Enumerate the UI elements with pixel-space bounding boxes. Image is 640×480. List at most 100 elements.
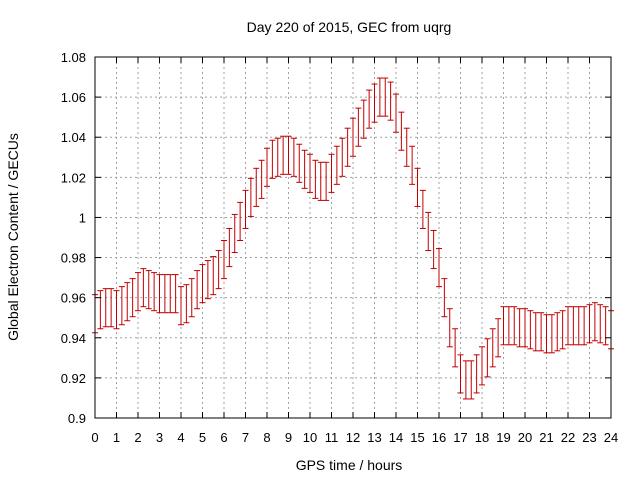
data-point	[403, 127, 410, 167]
data-point	[172, 274, 179, 314]
data-point	[215, 250, 222, 290]
data-point	[355, 107, 362, 147]
data-point	[602, 306, 609, 346]
data-point	[317, 161, 324, 201]
data-point	[204, 260, 211, 300]
data-point	[194, 270, 201, 310]
data-point	[430, 229, 437, 270]
data-point	[419, 189, 426, 229]
y-tick-label: 1	[79, 210, 86, 225]
data-point	[296, 143, 303, 183]
data-point	[597, 304, 604, 344]
x-tick-label: 17	[453, 430, 467, 445]
data-point	[188, 278, 195, 318]
data-point	[538, 312, 545, 352]
data-point	[436, 248, 442, 288]
data-point	[253, 167, 260, 207]
y-axis-label: Global Electron Content / GECUs	[5, 133, 21, 341]
data-point	[113, 290, 120, 330]
data-point	[199, 264, 206, 304]
data-point	[462, 360, 469, 400]
x-tick-label: 14	[389, 430, 403, 445]
data-point	[350, 117, 356, 157]
data-point	[247, 177, 254, 217]
data-point	[516, 308, 523, 348]
data-point	[559, 310, 566, 350]
grid-lines	[95, 57, 611, 418]
data-point	[151, 272, 158, 312]
data-point	[570, 306, 577, 346]
data-point	[140, 268, 147, 308]
data-point	[441, 278, 448, 318]
data-point	[393, 93, 399, 133]
data-point	[543, 314, 550, 354]
data-point	[522, 308, 528, 348]
x-tick-label: 1	[113, 430, 120, 445]
x-tick-label: 12	[346, 430, 360, 445]
data-point	[554, 312, 561, 352]
x-tick-label: 20	[518, 430, 532, 445]
y-tick-label: 0.92	[61, 371, 86, 386]
x-tick-label: 9	[285, 430, 292, 445]
data-point	[457, 354, 464, 394]
data-point	[468, 360, 475, 400]
data-point	[505, 306, 512, 346]
data-point	[489, 328, 496, 368]
data-point	[500, 306, 507, 346]
x-tick-labels: 0 1 2 3 4 5 6 7 8 9 10 11 12 13 14 15 16 17 18 19 20 21 22 23 24	[91, 430, 618, 445]
data-point	[269, 139, 276, 179]
y-tick-labels: 0.9 0.92 0.94 0.96 0.98 1 1.02 1.04 1.06 1.08	[61, 50, 86, 426]
data-point	[118, 286, 125, 326]
data-point	[414, 167, 421, 207]
x-tick-label: 6	[220, 430, 227, 445]
chart-title: Day 220 of 2015, GEC from uqrg	[247, 19, 452, 35]
x-tick-label: 23	[582, 430, 596, 445]
data-point	[339, 137, 346, 177]
x-tick-label: 13	[367, 430, 381, 445]
axis-ticks	[94, 56, 612, 419]
data-point	[398, 111, 405, 151]
data-point	[495, 318, 502, 358]
x-tick-label: 22	[561, 430, 575, 445]
y-tick-label: 0.96	[61, 291, 86, 306]
data-point	[221, 240, 227, 280]
x-tick-label: 5	[199, 430, 206, 445]
data-point	[425, 211, 432, 252]
data-point	[280, 135, 287, 175]
data-point	[371, 83, 378, 123]
y-tick-label: 0.98	[61, 251, 86, 266]
data-point	[167, 274, 174, 314]
data-point	[258, 159, 265, 199]
x-tick-label: 18	[475, 430, 489, 445]
x-tick-label: 7	[242, 430, 249, 445]
data-point	[333, 145, 340, 185]
data-point	[591, 302, 598, 342]
data-point	[479, 346, 485, 386]
data-point	[527, 310, 534, 350]
data-point	[178, 286, 184, 326]
data-point	[285, 135, 292, 175]
data-point	[452, 328, 459, 368]
data-point	[264, 147, 270, 187]
data-point	[242, 189, 249, 229]
data-point	[575, 306, 582, 346]
data-point	[231, 213, 238, 254]
data-point	[312, 159, 319, 199]
data-point	[226, 227, 233, 268]
data-point	[565, 306, 571, 346]
data-point	[97, 290, 104, 330]
data-point	[210, 256, 217, 296]
data-point	[581, 306, 588, 346]
x-tick-label: 0	[91, 430, 98, 445]
data-point	[548, 314, 555, 354]
data-point	[511, 306, 518, 346]
data-point	[532, 312, 539, 352]
y-tick-label: 1.02	[61, 170, 86, 185]
data-point	[586, 304, 593, 344]
data-point	[473, 354, 480, 394]
data-point	[344, 127, 351, 167]
data-point	[446, 308, 453, 348]
data-point	[129, 278, 136, 318]
data-point	[328, 153, 335, 193]
